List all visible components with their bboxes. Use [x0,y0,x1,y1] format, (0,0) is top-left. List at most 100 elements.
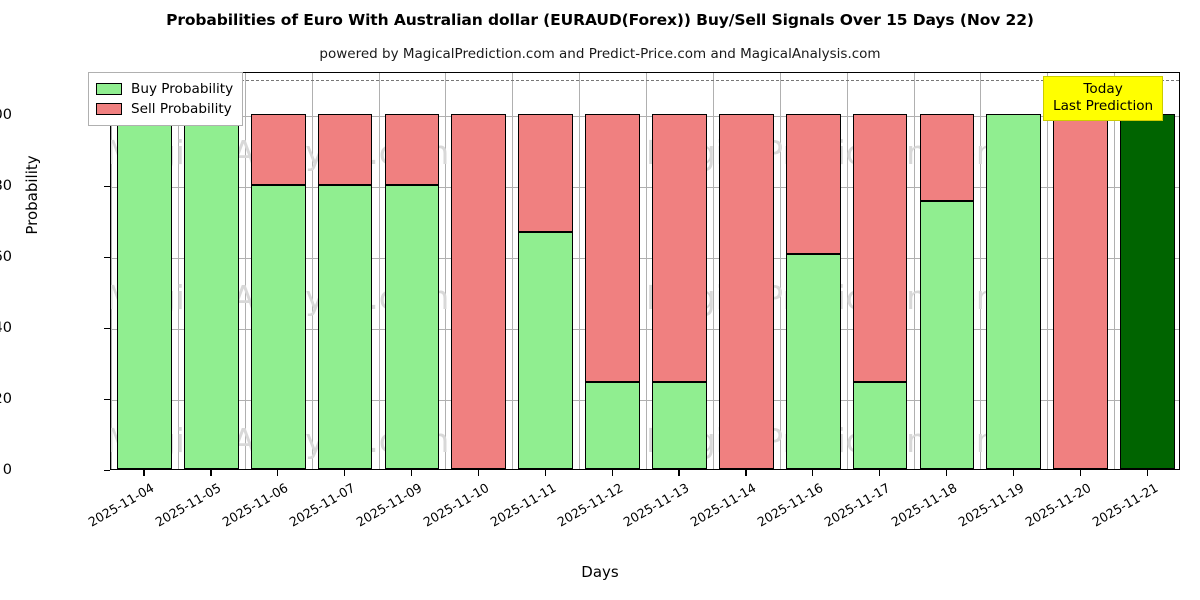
x-tick-mark [1079,470,1081,476]
gridline-vertical [512,73,514,469]
bar-segment-sell [317,113,373,185]
gridline-vertical [980,73,982,469]
bar-segment-buy [852,382,908,469]
legend-swatch-buy-icon [96,83,122,95]
today-annotation-line2: Last Prediction [1053,97,1154,114]
gridline-horizontal [111,257,1179,259]
bar-2025-11-04[interactable] [117,73,172,469]
today-annotation: Today Last Prediction [1043,76,1164,121]
bar-2025-11-13[interactable] [652,73,707,469]
x-tick-mark [277,470,279,476]
legend-item-buy[interactable]: Buy Probability [96,79,233,99]
x-tick-mark [1146,470,1148,476]
gridline-vertical [378,73,380,469]
gridline-vertical [846,73,848,469]
bar-segment-sell [384,113,440,185]
bar-segment-buy [652,382,707,469]
gridline-vertical [445,73,447,469]
bar-segment-buy [986,113,1042,469]
y-tick-mark [104,256,110,259]
gridline-horizontal [111,399,1179,401]
bar-segment-buy [919,201,975,469]
today-annotation-line1: Today [1083,81,1123,97]
bar-2025-11-19[interactable] [986,73,1042,469]
bar-2025-11-14[interactable] [718,73,774,469]
y-tick-label: 40 [0,319,12,336]
x-tick-mark [879,470,881,476]
bar-segment-sell [585,113,640,383]
gridline-vertical [1047,73,1049,469]
bar-segment-sell [919,113,975,202]
plot-area: MagicalAnalysis.comMagicaPrediction.comM… [110,72,1180,470]
legend-swatch-sell-icon [96,103,122,115]
legend-label-buy: Buy Probability [131,81,234,97]
bar-segment-buy [183,113,239,469]
bar-segment-buy [585,382,640,469]
x-tick-mark [410,470,413,476]
gridline-vertical [712,73,714,469]
bar-2025-11-17[interactable] [852,73,908,469]
gridline-vertical [913,73,915,469]
bar-2025-11-06[interactable] [250,73,306,469]
bar-segment-sell [718,113,774,469]
bar-segment-sell [785,113,841,254]
x-tick-mark [678,470,680,476]
bar-segment-today [1120,113,1175,469]
bar-segment-buy [117,113,172,469]
chart-title: Probabilities of Euro With Australian do… [166,11,1034,29]
gridline-vertical [177,73,179,469]
legend-label-sell: Sell Probability [131,101,232,117]
y-tick-mark [104,327,110,330]
y-tick-label: 0 [2,462,12,478]
gridline-horizontal [111,186,1179,188]
x-tick-mark [745,470,747,476]
x-tick-mark [344,470,346,476]
bars-layer [111,73,1179,469]
bar-segment-buy [317,184,373,469]
bar-2025-11-20[interactable] [1053,73,1109,469]
bar-segment-buy [785,254,841,469]
x-tick-mark [210,470,212,476]
x-tick-mark [812,470,814,476]
bar-2025-11-16[interactable] [785,73,841,469]
legend-item-sell[interactable]: Sell Probability [96,99,233,119]
bar-2025-11-10[interactable] [451,73,507,469]
y-tick-label: 100 [0,106,12,123]
bar-segment-sell [250,113,306,185]
y-axis-label: Probability [23,155,41,235]
bar-2025-11-11[interactable] [518,73,574,469]
y-tick-mark [104,185,110,187]
bar-segment-sell [852,113,908,383]
x-tick-mark [1012,470,1015,476]
x-tick-mark [477,470,480,476]
gridline-vertical [1114,73,1116,469]
x-tick-mark [611,470,613,476]
gridline-horizontal [111,115,1179,117]
gridline-vertical [579,73,581,469]
x-tick-mark [544,470,546,476]
gridline-vertical [646,73,647,469]
y-tick-mark [104,398,110,401]
chart-subtitle: powered by MagicalPrediction.com and Pre… [319,46,881,62]
bar-2025-11-09[interactable] [384,73,440,469]
bar-2025-11-21[interactable] [1120,73,1175,469]
x-tick-mark [143,470,145,476]
y-tick-mark [104,470,110,472]
bar-segment-sell [518,113,574,232]
bar-segment-sell [1053,113,1109,469]
gridline-vertical [111,73,112,469]
bar-segment-sell [451,113,507,469]
reference-line [111,80,1179,82]
y-tick-label: 20 [0,390,12,407]
bar-2025-11-07[interactable] [317,73,373,469]
bar-segment-buy [250,184,306,469]
y-tick-label: 60 [0,248,12,265]
bar-2025-11-05[interactable] [183,73,239,469]
bar-2025-11-12[interactable] [585,73,640,469]
y-axis-label-wrap: Probability [22,75,52,315]
bar-segment-sell [652,113,707,383]
bar-2025-11-18[interactable] [919,73,975,469]
y-tick-label: 80 [0,177,12,194]
bar-segment-buy [518,231,574,469]
